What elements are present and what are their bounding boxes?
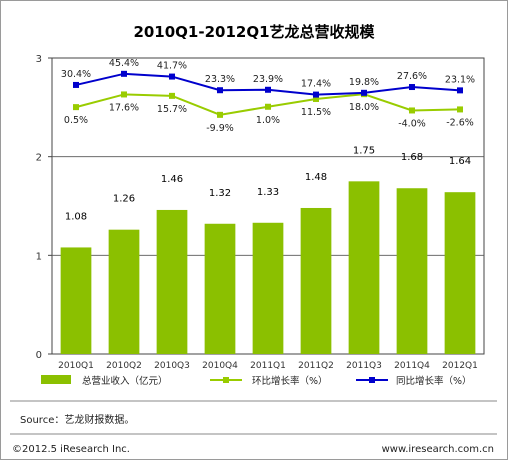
x-tick-label: 2012Q1 [442,361,478,371]
copyright-text: ©2012.5 iResearch Inc. [12,444,130,455]
legend-marker-yoy [369,377,375,383]
qoq-point [217,111,223,118]
qoq-point [121,91,127,98]
bar-value-label: 1.33 [257,187,279,198]
x-tick-label: 2010Q1 [58,361,94,371]
bar-value-label: 1.64 [449,156,471,167]
legend: 总营业收入（亿元） 环比增长率（%） 同比增长率（%） [41,375,472,387]
x-tick-label: 2010Q3 [154,361,190,371]
bar [396,188,428,354]
bar [300,207,332,354]
x-tick-label: 2011Q4 [394,361,430,371]
qoq-value-label: -2.6% [446,117,474,128]
qoq-value-label: 17.6% [109,102,139,113]
x-axis: 2010Q1 2010Q2 2010Q3 2010Q4 2011Q1 2011Q2 2011… [58,361,478,371]
yoy-value-label: 23.9% [253,74,283,85]
yoy-point [217,87,223,94]
bar [348,181,380,354]
bar-value-label: 1.48 [305,172,327,183]
yoy-value-label: 45.4% [109,58,139,69]
yoy-point [121,70,127,77]
yoy-value-label: 23.1% [445,74,475,85]
yoy-point [361,89,367,96]
y-tick-label: 1 [36,251,42,262]
legend-label-qoq: 环比增长率（%） [252,375,328,387]
x-tick-label: 2011Q1 [250,361,286,371]
legend-swatch-revenue [41,375,71,384]
chart-title: 2010Q1-2012Q1艺龙总营收规模 [133,23,375,41]
bar [108,229,140,354]
source-note: Source：艺龙财报数据。 [20,413,134,426]
y-tick-label: 0 [36,350,42,361]
bar [204,223,236,354]
qoq-value-label: 18.0% [349,102,379,113]
line-series: 0.5% 17.6% 15.7% -9.9% 1.0% 11.5% 18.0% -4.0% -2… [61,58,475,134]
bar-series: 1.08 1.26 1.46 1.32 1.33 1.48 1.75 1.68 1.64 [60,145,476,354]
qoq-value-label: 0.5% [64,115,88,126]
y-axis: 0 1 2 3 [36,54,52,361]
x-tick-label: 2010Q2 [106,361,142,371]
bar [444,192,476,354]
bar [252,222,284,354]
bar-value-label: 1.08 [65,211,87,222]
x-tick-label: 2010Q4 [202,361,238,371]
yoy-value-label: 17.4% [301,79,331,90]
bar-value-label: 1.68 [401,152,423,163]
website-text: www.iresearch.com.cn [382,444,494,455]
x-tick-label: 2011Q3 [346,361,382,371]
qoq-value-label: 11.5% [301,107,331,118]
legend-marker-qoq [223,377,229,383]
qoq-point [73,104,79,111]
qoq-value-label: -4.0% [398,118,426,129]
yoy-value-label: 23.3% [205,74,235,85]
yoy-value-label: 41.7% [157,61,187,72]
legend-label-yoy: 同比增长率（%） [396,375,472,387]
qoq-point [265,103,271,110]
qoq-point [313,95,319,102]
qoq-value-label: -9.9% [206,123,234,134]
bar [156,209,188,354]
x-tick-label: 2011Q2 [298,361,334,371]
legend-label-revenue: 总营业收入（亿元） [82,375,168,387]
yoy-value-label: 27.6% [397,71,427,82]
qoq-point [409,107,415,114]
yoy-point [313,91,319,98]
yoy-point [73,81,79,88]
yoy-value-label: 19.8% [349,77,379,88]
bar-value-label: 1.75 [353,145,375,156]
yoy-point [265,86,271,93]
yoy-point [409,84,415,91]
yoy-value-label: 30.4% [61,69,91,80]
bar-value-label: 1.46 [161,174,183,185]
y-tick-label: 2 [36,153,42,164]
qoq-point [169,92,175,99]
qoq-value-label: 15.7% [157,104,187,115]
y-tick-label: 3 [36,54,42,65]
qoq-point [457,106,463,113]
qoq-value-label: 1.0% [256,115,280,126]
yoy-point [169,73,175,80]
bar [60,247,92,354]
yoy-point [457,87,463,94]
bar-value-label: 1.26 [113,194,135,205]
bar-value-label: 1.32 [209,188,231,199]
